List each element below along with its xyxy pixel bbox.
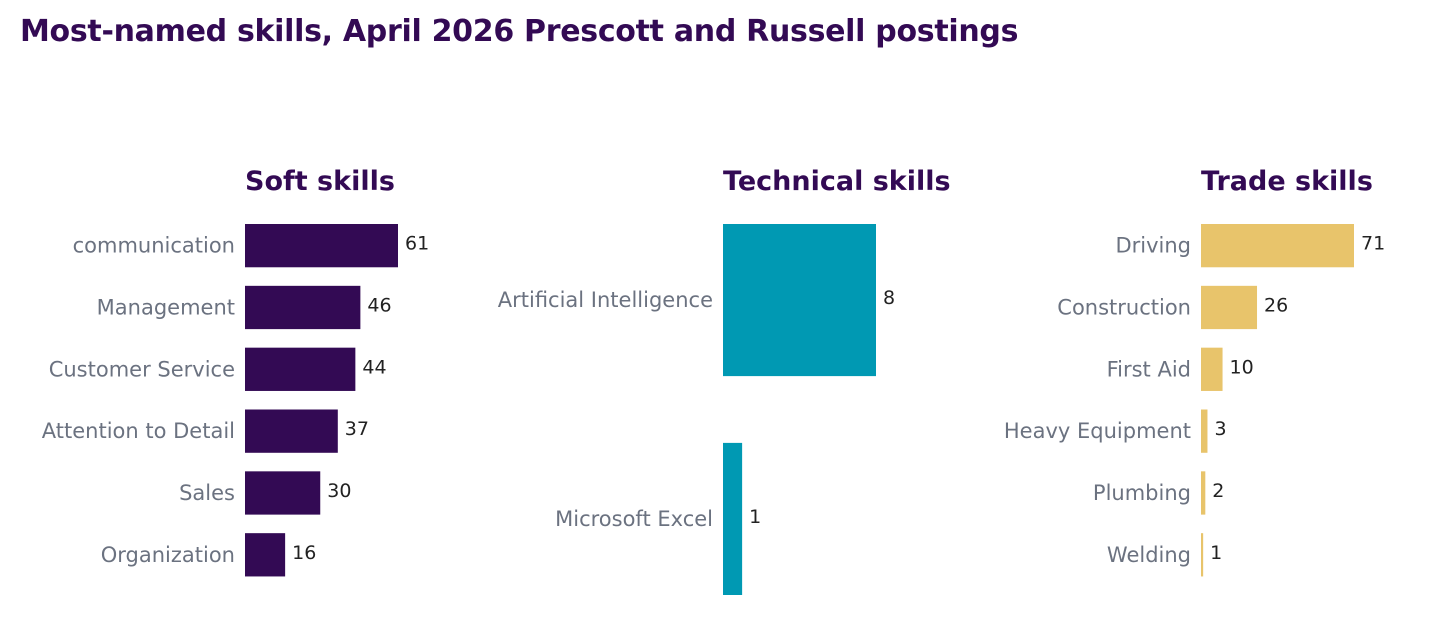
category-label-attention-to-detail: Attention to Detail <box>42 419 235 443</box>
bar-management <box>245 285 361 330</box>
value-label-heavy-equipment: 3 <box>1214 418 1226 440</box>
category-label-microsoft-excel: Microsoft Excel <box>555 507 713 531</box>
bar-sales <box>245 471 321 515</box>
value-label-plumbing: 2 <box>1212 480 1224 502</box>
facet-title-soft-skills: Soft skills <box>245 166 395 197</box>
category-label-first-aid: First Aid <box>1107 357 1191 381</box>
bar-heavy-equipment <box>1201 409 1208 453</box>
facet-title-trade-skills: Trade skills <box>1201 166 1373 197</box>
bar-customer-service <box>245 347 356 391</box>
bar-first-aid <box>1201 347 1223 391</box>
category-label-customer-service: Customer Service <box>49 357 235 381</box>
value-label-first-aid: 10 <box>1230 356 1254 378</box>
bar-organization <box>245 533 286 577</box>
bar-artificial-intelligence <box>723 224 876 377</box>
category-label-sales: Sales <box>179 481 235 505</box>
value-label-communication: 61 <box>405 233 429 255</box>
value-label-attention-to-detail: 37 <box>345 418 369 440</box>
bar-attention-to-detail <box>245 409 338 453</box>
value-label-driving: 71 <box>1361 233 1385 255</box>
category-label-driving: Driving <box>1115 234 1191 258</box>
category-label-heavy-equipment: Heavy Equipment <box>1004 419 1191 443</box>
value-label-management: 46 <box>367 294 391 316</box>
value-label-artificial-intelligence: 8 <box>883 287 895 309</box>
category-label-construction: Construction <box>1057 295 1191 319</box>
category-label-welding: Welding <box>1107 543 1191 567</box>
value-label-sales: 30 <box>327 480 351 502</box>
value-label-customer-service: 44 <box>362 356 386 378</box>
bar-welding <box>1201 533 1204 577</box>
category-label-communication: communication <box>73 234 235 258</box>
category-label-artificial-intelligence: Artificial Intelligence <box>498 288 713 312</box>
value-label-microsoft-excel: 1 <box>749 506 761 528</box>
facet-title-technical-skills: Technical skills <box>723 166 951 197</box>
category-label-organization: Organization <box>101 543 235 567</box>
value-label-organization: 16 <box>292 542 316 564</box>
bar-microsoft-excel <box>723 442 743 595</box>
value-label-welding: 1 <box>1210 542 1222 564</box>
bar-plumbing <box>1201 471 1206 515</box>
bar-communication <box>245 224 398 268</box>
bar-driving <box>1201 224 1354 268</box>
category-label-management: Management <box>97 295 235 319</box>
page-title: Most-named skills, April 2026 Prescott a… <box>20 14 1019 49</box>
bar-construction <box>1201 285 1258 330</box>
category-label-plumbing: Plumbing <box>1093 481 1191 505</box>
value-label-construction: 26 <box>1264 294 1288 316</box>
